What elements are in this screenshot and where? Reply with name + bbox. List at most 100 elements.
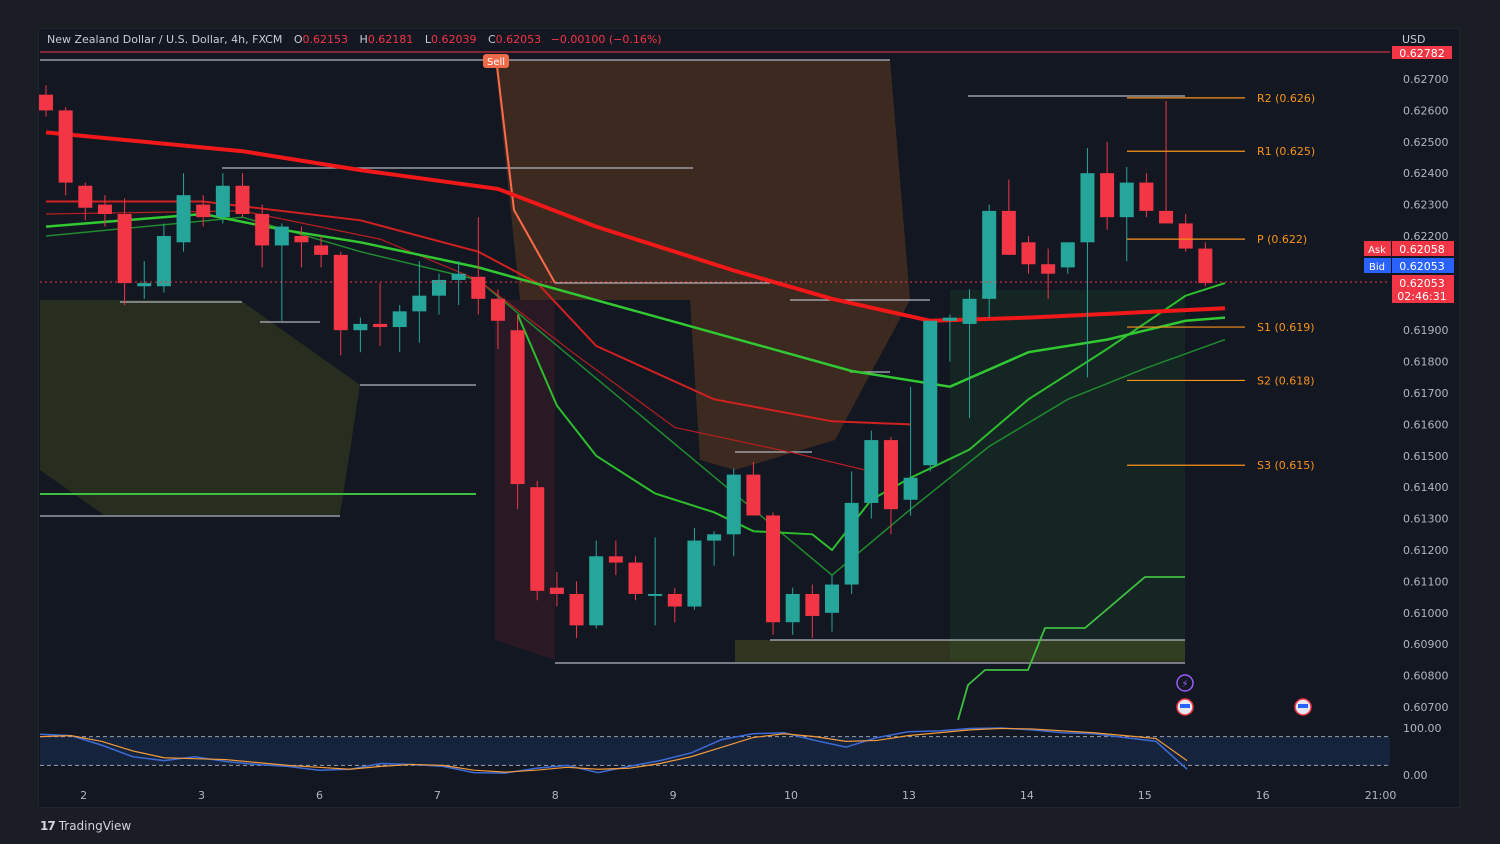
currency-label[interactable]: USD	[1402, 33, 1426, 46]
x-axis-tick: 10	[784, 789, 798, 802]
candle-body[interactable]	[314, 245, 329, 255]
candle-body[interactable]	[530, 487, 545, 591]
candle-body[interactable]	[373, 323, 388, 328]
candle-body[interactable]	[412, 295, 427, 312]
candle-body[interactable]	[746, 474, 761, 516]
candle-body[interactable]	[78, 185, 93, 208]
tradingview-logo[interactable]: 17 TradingView	[40, 819, 131, 833]
candle-body[interactable]	[274, 226, 289, 246]
x-axis-tick: 21:00	[1365, 789, 1397, 802]
pivot-label: R1 (0.625)	[1257, 145, 1315, 158]
pivot-label: R2 (0.626)	[1257, 92, 1315, 105]
y-axis-tick: 0.61500	[1403, 450, 1449, 463]
x-axis-tick: 6	[316, 789, 323, 802]
candle-body[interactable]	[392, 311, 407, 328]
x-axis-tick: 2	[80, 789, 87, 802]
price-tag-value: 0.62053	[1399, 260, 1445, 273]
low-label: L	[424, 33, 431, 46]
candle-body[interactable]	[1159, 210, 1174, 224]
candle-body[interactable]	[962, 298, 977, 324]
price-tag	[1392, 275, 1454, 303]
candle-body[interactable]	[1198, 248, 1213, 284]
candle-body[interactable]	[687, 540, 702, 607]
sell-zone	[202, 60, 910, 470]
x-axis-tick: 9	[670, 789, 677, 802]
candle-body[interactable]	[942, 317, 957, 321]
ema-long-line	[45, 130, 1226, 323]
y-axis-tick: 0.61200	[1403, 544, 1449, 557]
candle-body[interactable]	[1119, 182, 1134, 218]
top-price-tag-text: 0.62782	[1399, 47, 1445, 60]
lightning-icon[interactable]	[1176, 674, 1194, 692]
candle-body[interactable]	[1139, 182, 1154, 211]
candle-body[interactable]	[97, 204, 112, 215]
price-tag-label: Bid	[1369, 262, 1385, 273]
y-axis-tick: 0.62500	[1403, 136, 1449, 149]
candle-body[interactable]	[490, 298, 505, 321]
candle-body[interactable]	[58, 110, 73, 183]
candle-body[interactable]	[39, 94, 53, 111]
candle-body[interactable]	[215, 185, 230, 218]
candle-body[interactable]	[1021, 242, 1036, 265]
candle-body[interactable]	[569, 593, 584, 626]
y-axis-tick: 0.62600	[1403, 104, 1449, 117]
tradingview-logo-icon: 17	[40, 819, 56, 833]
candle-body[interactable]	[235, 185, 250, 215]
buy-zone	[950, 290, 1185, 660]
candle-body[interactable]	[844, 502, 859, 585]
candle-body[interactable]	[628, 562, 643, 594]
candle-body[interactable]	[1100, 173, 1115, 218]
candle-body[interactable]	[471, 276, 486, 299]
pivot-label: S2 (0.618)	[1257, 374, 1315, 387]
candle-body[interactable]	[1001, 210, 1016, 255]
price-tag-value: 0.62058	[1399, 243, 1445, 256]
candle-body[interactable]	[549, 587, 564, 594]
candle-body[interactable]	[726, 474, 741, 535]
candle-body[interactable]	[1080, 173, 1095, 243]
symbol-title: New Zealand Dollar / U.S. Dollar, 4h, FX…	[47, 33, 283, 46]
candle-body[interactable]	[1060, 242, 1075, 268]
candle-body[interactable]	[451, 273, 466, 280]
candle-body[interactable]	[864, 440, 879, 503]
candle-body[interactable]	[982, 210, 997, 299]
candle-body[interactable]	[785, 593, 800, 623]
candle-body[interactable]	[294, 236, 309, 243]
red-zone	[495, 300, 555, 660]
price-tag-label-bg	[1364, 241, 1391, 256]
candle-body[interactable]	[510, 330, 525, 485]
y-axis-tick: 0.60800	[1403, 670, 1449, 683]
price-tag	[1392, 258, 1454, 273]
candle-body[interactable]	[353, 323, 368, 331]
candle-body[interactable]	[883, 440, 898, 510]
high-value: 0.62181	[367, 33, 414, 46]
candle-body[interactable]	[1041, 264, 1056, 274]
candle-body[interactable]	[608, 556, 623, 563]
candle-body[interactable]	[766, 515, 781, 623]
candle-body[interactable]	[923, 320, 938, 466]
y-axis-tick: 0.61000	[1403, 607, 1449, 620]
y-axis-tick: 0.61300	[1403, 513, 1449, 526]
candle-body[interactable]	[707, 534, 722, 541]
candle-body[interactable]	[333, 254, 348, 331]
candle-body[interactable]	[137, 283, 152, 287]
candle-body[interactable]	[589, 556, 604, 626]
candle-body[interactable]	[648, 593, 663, 596]
candle-body[interactable]	[825, 584, 839, 613]
candle-body[interactable]	[805, 593, 820, 616]
y-axis-tick: 0.61900	[1403, 324, 1449, 337]
candle-body[interactable]	[432, 279, 446, 296]
trailing-stop-line	[957, 576, 1185, 721]
candle-body[interactable]	[255, 214, 270, 246]
price-tag-countdown: 02:46:31	[1397, 290, 1446, 303]
x-axis-tick: 3	[198, 789, 205, 802]
candle-body[interactable]	[667, 593, 682, 607]
candle-body[interactable]	[196, 204, 211, 218]
candle-body[interactable]	[176, 195, 191, 243]
candle-body[interactable]	[117, 214, 132, 284]
change-value: −0.00100 (−0.16%)	[550, 33, 662, 46]
close-value: 0.62053	[495, 33, 542, 46]
candle-body[interactable]	[903, 477, 918, 500]
candle-body[interactable]	[156, 236, 171, 287]
candle-body[interactable]	[1178, 223, 1193, 249]
